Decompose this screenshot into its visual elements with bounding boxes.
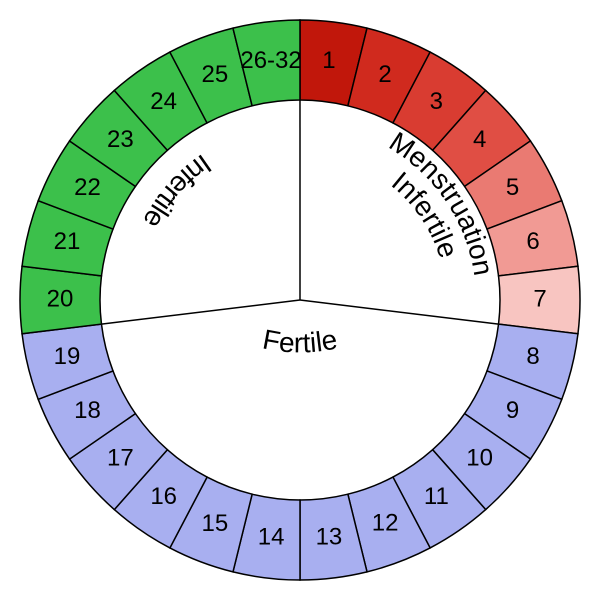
segment-label-15: 15: [202, 510, 229, 537]
segment-label-10: 10: [466, 444, 493, 471]
phase-divider: [300, 300, 499, 324]
segment-label-24: 24: [150, 88, 177, 115]
segment-label-22: 22: [74, 174, 101, 201]
segment-label-12: 12: [372, 510, 399, 537]
segment-label-20: 20: [47, 285, 74, 312]
segment-label-16: 16: [150, 483, 177, 510]
segment-label-6: 6: [526, 228, 539, 255]
segment-label-3: 3: [430, 88, 443, 115]
phase-divider: [101, 300, 300, 324]
fertility-cycle-ring: 1234567891011121314151617181920212223242…: [0, 0, 600, 600]
segment-label-9: 9: [506, 397, 519, 424]
segment-label-14: 14: [258, 524, 285, 551]
segment-label-1: 1: [322, 47, 335, 74]
segment-label-2: 2: [378, 61, 391, 88]
segment-label-17: 17: [107, 445, 134, 472]
segment-label-11: 11: [424, 483, 449, 510]
segment-label-5: 5: [506, 174, 519, 201]
phase-labels: MenstruationInfertileFertileInfertile: [137, 126, 499, 359]
segment-label-4: 4: [473, 126, 486, 153]
phase-label-arc-fertile: Fertile: [260, 324, 339, 359]
segment-label-23: 23: [107, 126, 134, 153]
segment-label-8: 8: [526, 343, 539, 370]
segment-label-13: 13: [316, 524, 343, 551]
segment-label-7: 7: [533, 285, 546, 312]
segment-label-18: 18: [74, 397, 101, 424]
segment-label-19: 19: [54, 343, 81, 370]
segment-label-21: 21: [54, 228, 81, 255]
segment-label-26-32: 26-32: [240, 47, 301, 74]
segment-label-25: 25: [202, 61, 229, 88]
